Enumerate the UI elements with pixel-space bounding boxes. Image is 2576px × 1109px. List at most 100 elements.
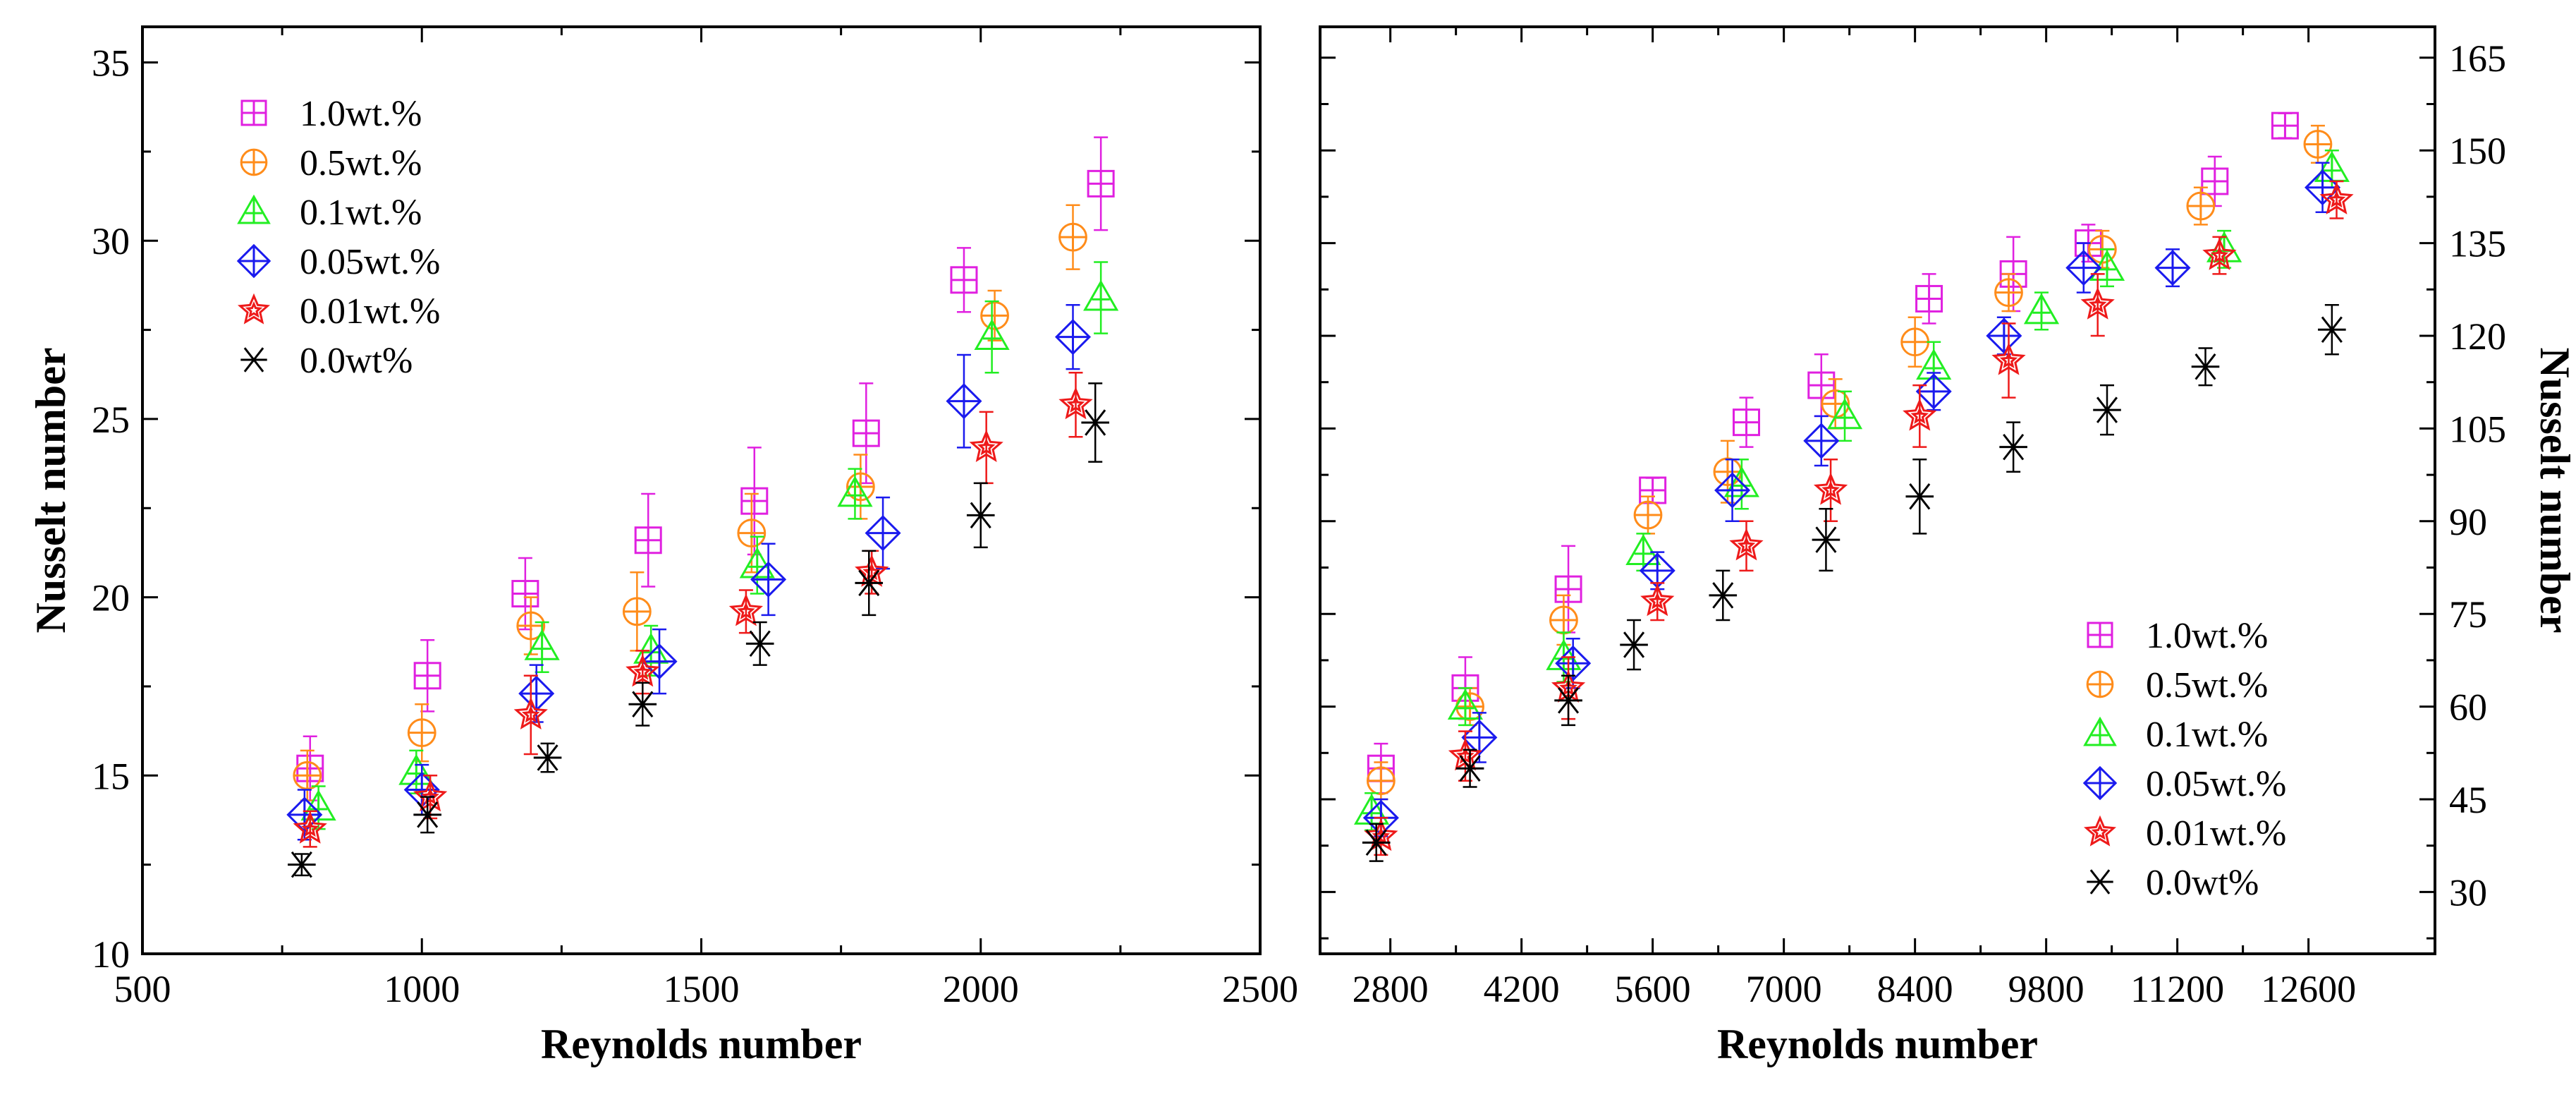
data-point (855, 569, 884, 597)
legend-label: 0.01wt.% (300, 291, 440, 332)
data-point (1081, 409, 1110, 436)
series-5 (1362, 303, 2346, 862)
left-panel: 500 1000 1500 2000 2500 10 15 20 25 30 35 Reynolds … (28, 25, 1298, 1067)
data-point (1447, 689, 1484, 720)
data-point (634, 526, 662, 554)
data-point (2065, 250, 2102, 286)
data-point (2186, 191, 2216, 221)
data-point (1714, 472, 1751, 509)
legend-label: 0.05wt.% (2146, 764, 2286, 804)
data-point (1991, 342, 2026, 375)
data-point (2080, 286, 2115, 320)
data-point (1807, 371, 1836, 399)
data-point (407, 718, 437, 748)
x-axis-title: Reynolds number (541, 1021, 862, 1067)
x-tick-label: 4200 (1484, 968, 1560, 1010)
legend-item: 0.05wt.% (236, 242, 440, 282)
legend-marker (2083, 815, 2117, 847)
data-point (1905, 483, 1934, 510)
data-point (974, 319, 1010, 351)
data-point (837, 475, 873, 507)
legend-marker (2083, 716, 2117, 746)
legend-label: 0.0wt% (300, 341, 413, 381)
data-point (2202, 237, 2237, 270)
data-point (865, 515, 901, 552)
legend: 1.0wt.% 0.5wt.% 0.1wt.% 0.05wt.% 0.01wt.% 0.0… (2082, 616, 2286, 903)
data-point (293, 811, 327, 844)
y-axis-title: Nusselt number (28, 347, 74, 633)
data-point (2271, 111, 2299, 140)
data-point (1903, 398, 1937, 431)
data-point (1713, 457, 1742, 487)
legend-item: 0.5wt.% (2086, 665, 2268, 705)
x-tick-label: 2800 (1353, 968, 1429, 1010)
data-point (628, 691, 657, 717)
legend-marker (2087, 622, 2113, 648)
data-point (1087, 169, 1115, 198)
legend-marker (2087, 869, 2113, 895)
legend-item: 0.05wt.% (2082, 764, 2286, 804)
y-tick-label: 165 (2449, 37, 2506, 80)
data-point (1915, 284, 1943, 313)
data-point (1915, 373, 1952, 410)
legend-item: 1.0wt.% (2087, 616, 2268, 656)
data-point (1058, 222, 1087, 252)
series-3 (286, 303, 1092, 841)
data-point (966, 502, 995, 529)
legend-label: 0.5wt.% (300, 143, 422, 183)
series-0 (296, 136, 1115, 801)
x-tick-label: 7000 (1746, 968, 1822, 1010)
legend-item: 0.01wt.% (2083, 813, 2286, 854)
y-tick-label: 105 (2449, 408, 2506, 450)
legend-label: 0.05wt.% (300, 242, 440, 282)
data-point (1625, 534, 1661, 565)
data-point (2191, 353, 2220, 380)
data-point (1633, 500, 1663, 530)
y-axis-title: Nusselt number (2532, 347, 2576, 633)
legend-marker (240, 148, 268, 176)
data-point (516, 611, 546, 641)
data-point (288, 851, 316, 878)
y-tick-label: 25 (92, 399, 130, 441)
x-tick-label: 11200 (2130, 968, 2224, 1010)
data-point (950, 266, 978, 294)
data-point (2305, 169, 2341, 206)
data-point (641, 643, 678, 680)
y-tick-label: 120 (2449, 315, 2506, 358)
legend-item: 0.1wt.% (237, 193, 422, 233)
data-point (1054, 319, 1092, 356)
legend-label: 0.0wt% (2146, 863, 2259, 903)
data-point (1729, 528, 1764, 561)
data-point (625, 654, 660, 687)
data-point (2318, 316, 2346, 343)
data-point (1709, 582, 1738, 609)
y-tick-label: 90 (2449, 501, 2487, 543)
y-tick-label: 30 (2449, 871, 2487, 914)
series-2 (1353, 149, 2350, 832)
legend-marker (237, 194, 271, 224)
legend-marker (2082, 765, 2118, 801)
series-4 (1364, 180, 2354, 856)
data-point (1813, 472, 1848, 505)
legend-item: 0.01wt.% (237, 291, 440, 332)
legend-item: 0.0wt% (240, 341, 413, 381)
data-point (750, 561, 787, 598)
data-point (1639, 476, 1667, 504)
data-point (1083, 279, 1119, 311)
legend-label: 0.01wt.% (2146, 813, 2286, 854)
x-tick-label: 9800 (2008, 968, 2084, 1010)
data-point (2093, 396, 2121, 423)
y-tick-label: 10 (92, 933, 130, 976)
legend-label: 0.1wt.% (300, 193, 422, 233)
legend-item: 0.1wt.% (2083, 715, 2268, 755)
y-tick-label: 30 (92, 220, 130, 262)
legend-label: 1.0wt.% (2146, 616, 2268, 656)
y-tick-label: 35 (92, 42, 130, 85)
legend-label: 0.1wt.% (2146, 715, 2268, 755)
legend-item: 0.0wt% (2087, 863, 2259, 903)
data-point (2154, 250, 2191, 286)
data-point (413, 779, 448, 812)
legend-label: 0.5wt.% (2146, 665, 2268, 705)
data-point (1455, 755, 1484, 782)
